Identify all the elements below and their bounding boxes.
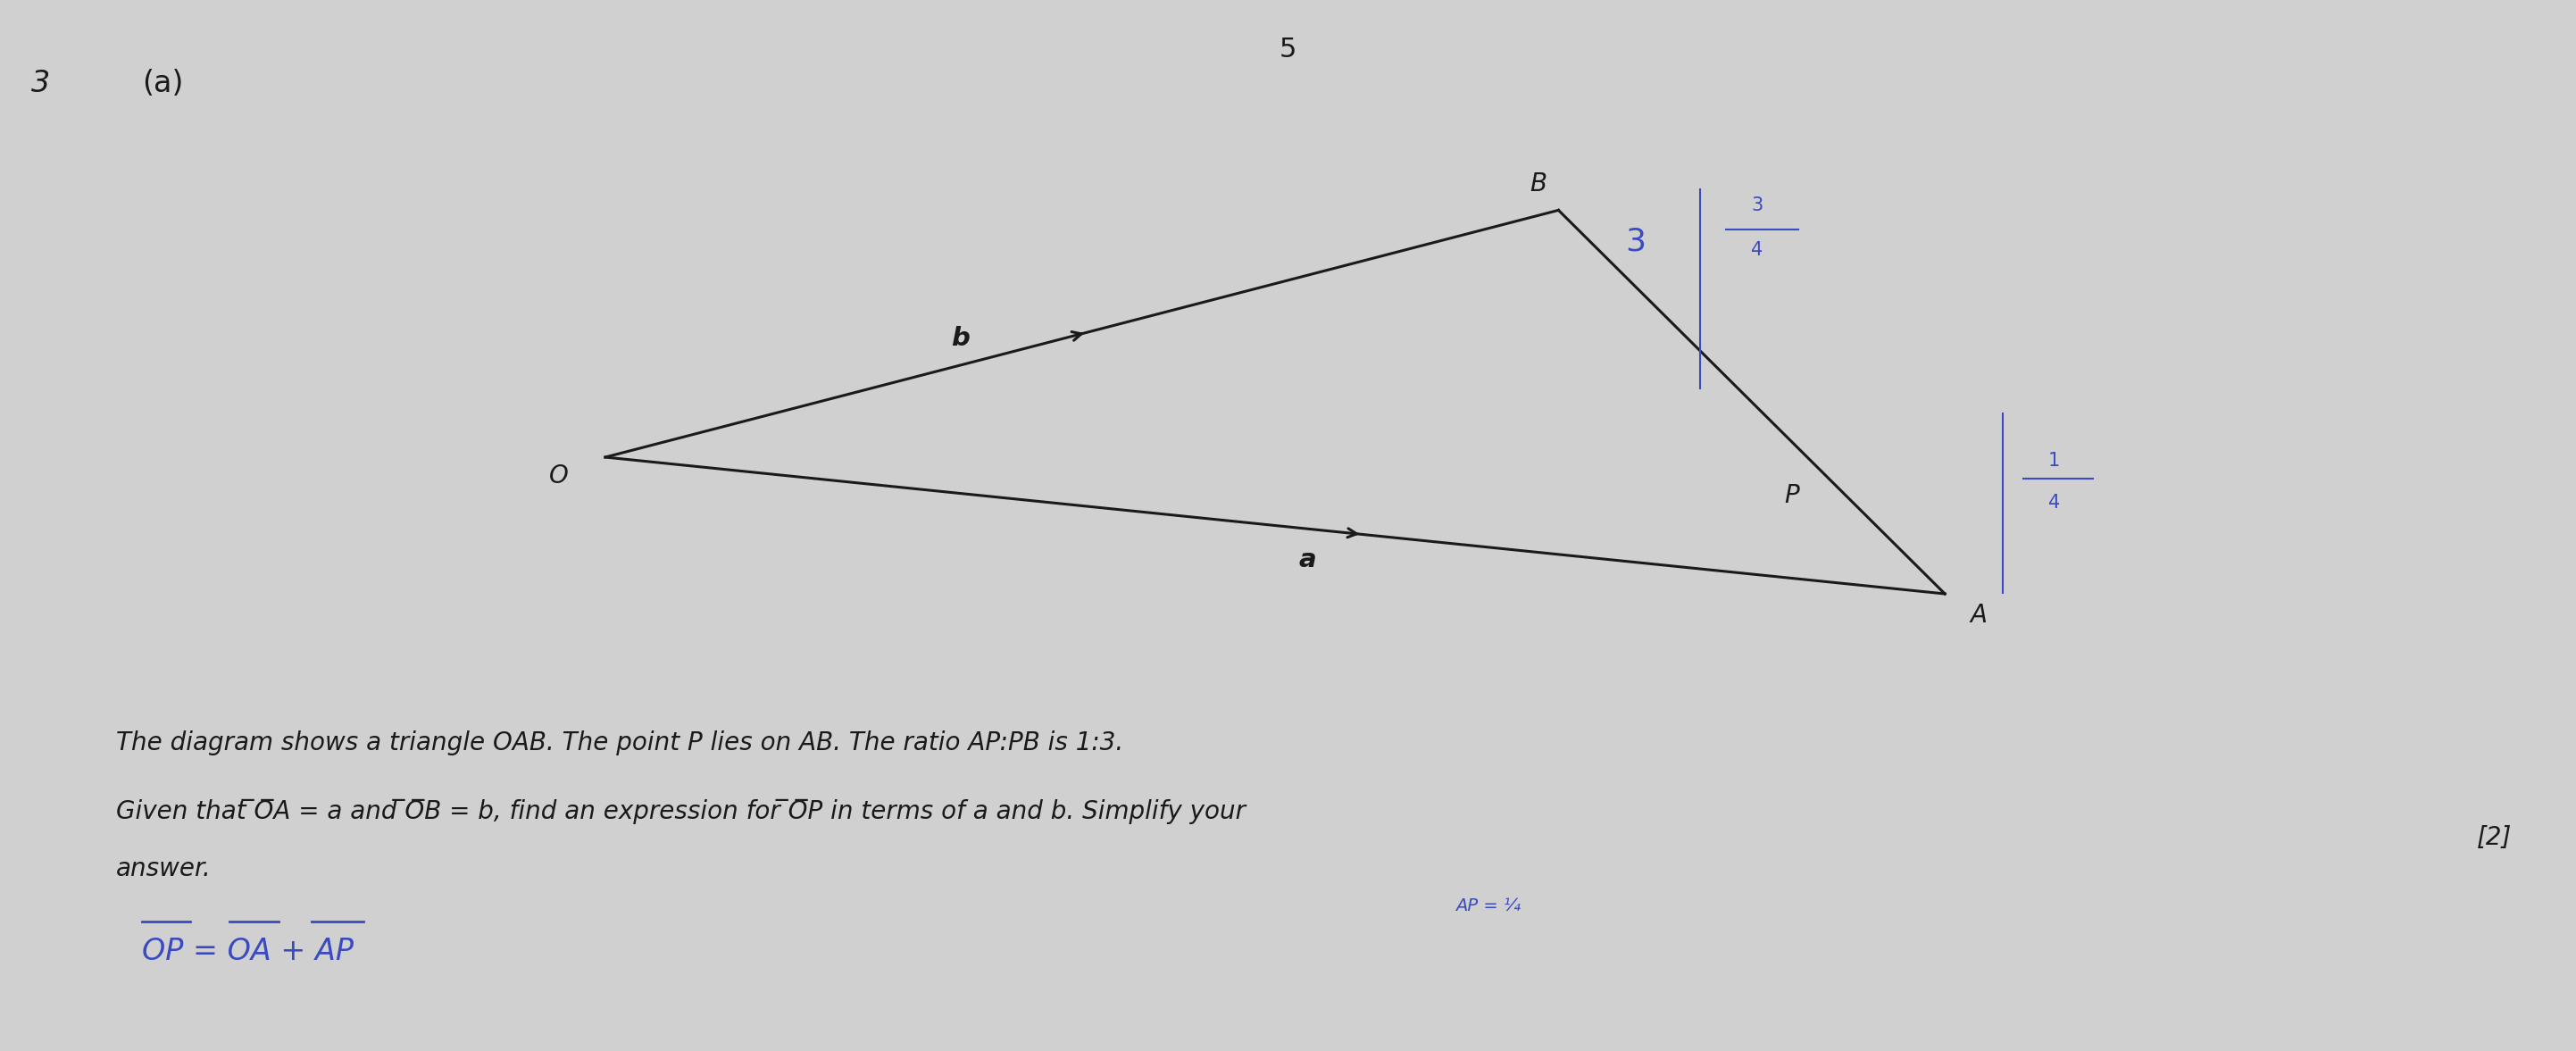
Text: OP = OA + AP: OP = OA + AP <box>142 936 353 966</box>
Text: 1: 1 <box>2048 452 2061 470</box>
Text: AP = ¼: AP = ¼ <box>1455 898 1520 914</box>
Text: (a): (a) <box>142 68 183 98</box>
Text: The diagram shows a triangle OAB. The point P lies on AB. The ratio AP:PB is 1:3: The diagram shows a triangle OAB. The po… <box>116 730 1123 756</box>
Text: [2]: [2] <box>2476 825 2512 850</box>
Text: b: b <box>951 326 969 350</box>
Text: Given that ̅O̅A = a and ̅O̅B = b, find an expression for ̅O̅P in terms of a and : Given that ̅O̅A = a and ̅O̅B = b, find a… <box>116 799 1244 824</box>
Text: P: P <box>1785 483 1798 509</box>
Text: answer.: answer. <box>116 857 211 882</box>
Text: 3: 3 <box>31 68 49 98</box>
Text: B: B <box>1530 171 1546 197</box>
Text: 3: 3 <box>1752 197 1762 213</box>
Text: 3: 3 <box>1625 227 1646 256</box>
Text: 5: 5 <box>1280 37 1296 63</box>
Text: 4: 4 <box>2048 494 2061 512</box>
Text: O: O <box>549 463 569 489</box>
Text: 4: 4 <box>1752 242 1762 259</box>
Text: a: a <box>1298 548 1316 572</box>
Text: A: A <box>1971 602 1986 627</box>
